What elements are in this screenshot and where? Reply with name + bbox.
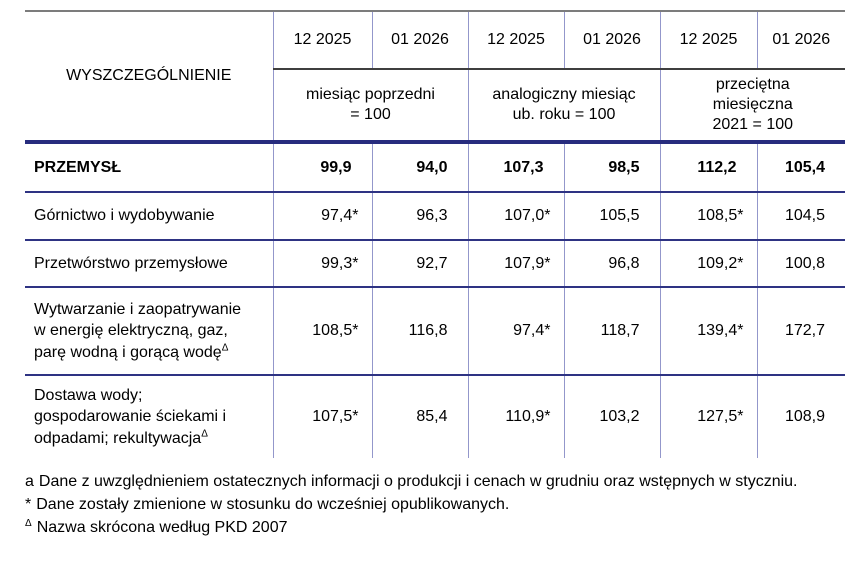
value-cell: 109,2* [659, 240, 757, 288]
value-cell: 104,5 [756, 192, 845, 241]
footnote-delta-marker: Δ [25, 517, 32, 529]
delta-footnote-marker: Δ [221, 342, 229, 354]
value-cell: 112,2 [659, 142, 757, 193]
month-header: 01 2026 [371, 11, 468, 70]
table-header: WYSZCZEGÓLNIENIE 12 2025 01 2026 12 2025… [25, 11, 845, 144]
footnote-delta-text: Nazwa skrócona według PKD 2007 [36, 519, 288, 536]
month-header: 12 2025 [659, 11, 757, 70]
group-header-monthly-average-2021: przeciętna miesięczna 2021 = 100 [659, 69, 845, 144]
index-base-header-row: miesiąc poprzedni = 100 analogiczny mies… [25, 69, 845, 144]
value-cell: 96,3 [371, 192, 468, 241]
value-cell: 85,4 [371, 375, 468, 458]
row-label: Wytwarzanie i zaopatrywanie w energię el… [25, 287, 273, 376]
value-cell: 139,4* [659, 287, 757, 376]
group-header-previous-month: miesiąc poprzedni = 100 [272, 69, 468, 144]
footnote-asterisk: * Dane zostały zmienione w stosunku do wc… [25, 494, 845, 515]
table-row: Przetwórstwo przemysłowe 99,3* 92,7 107,9* 9… [25, 240, 845, 288]
value-cell: 97,4* [272, 192, 372, 241]
footnote-a: a Dane z uwzględnieniem ostatecznych info… [25, 471, 845, 492]
row-label: PRZEMYSŁ [25, 142, 273, 193]
value-cell: 94,0 [371, 142, 468, 193]
footnotes: a Dane z uwzględnieniem ostatecznych info… [25, 471, 845, 538]
value-cell: 107,0* [467, 192, 564, 241]
month-header: 01 2026 [756, 11, 845, 70]
footnote-asterisk-text: Dane zostały zmienione w stosunku do wcz… [36, 496, 510, 513]
value-cell: 108,5* [659, 192, 757, 241]
industry-indices-table: WYSZCZEGÓLNIENIE 12 2025 01 2026 12 2025… [25, 10, 845, 458]
value-cell: 100,8 [756, 240, 845, 288]
value-cell: 107,9* [467, 240, 564, 288]
value-cell: 98,5 [563, 142, 660, 193]
value-cell: 99,3* [272, 240, 372, 288]
value-cell: 172,7 [756, 287, 845, 376]
month-header: 12 2025 [272, 11, 372, 70]
month-header: 01 2026 [563, 11, 660, 70]
value-cell: 108,5* [272, 287, 372, 376]
row-label: Dostawa wody; gospodarowanie ściekami i … [34, 387, 227, 447]
footnote-a-marker: a [25, 473, 34, 490]
value-cell: 108,9 [756, 375, 845, 458]
value-cell: 96,8 [563, 240, 660, 288]
group-header-same-month-prev-year: analogiczny miesiąc ub. roku = 100 [467, 69, 660, 144]
footnote-asterisk-marker: * [25, 496, 32, 513]
months-header-row: WYSZCZEGÓLNIENIE 12 2025 01 2026 12 2025… [25, 11, 845, 144]
value-cell: 97,4* [467, 287, 564, 376]
value-cell: 105,4 [756, 142, 845, 193]
delta-footnote-marker: Δ [201, 428, 208, 440]
table-row: Górnictwo i wydobywanie 97,4* 96,3 107,0* 10… [25, 192, 845, 241]
table-row: Dostawa wody; gospodarowanie ściekami i … [25, 375, 845, 458]
value-cell: 99,9 [272, 142, 372, 193]
value-cell: 92,7 [371, 240, 468, 288]
value-cell: 107,5* [272, 375, 372, 458]
value-cell: 127,5* [659, 375, 757, 458]
footnote-delta: Δ Nazwa skrócona według PKD 2007 [25, 517, 845, 538]
value-cell: 116,8 [371, 287, 468, 376]
stub-header: WYSZCZEGÓLNIENIE [25, 11, 274, 144]
row-label: Górnictwo i wydobywanie [25, 192, 273, 241]
footnote-a-text: Dane z uwzględnieniem ostatecznych infor… [38, 473, 798, 490]
table-row: PRZEMYSŁ 99,9 94,0 107,3 98,5 112,2 105,4 [25, 142, 845, 193]
table-row: Wytwarzanie i zaopatrywanie w energię el… [25, 287, 845, 376]
value-cell: 110,9* [467, 375, 564, 458]
value-cell: 105,5 [563, 192, 660, 241]
row-label: Przetwórstwo przemysłowe [25, 240, 273, 288]
value-cell: 118,7 [563, 287, 660, 376]
value-cell: 103,2 [563, 375, 660, 458]
month-header: 12 2025 [467, 11, 564, 70]
table-body: PRZEMYSŁ 99,9 94,0 107,3 98,5 112,2 105,4 Górni… [25, 142, 845, 458]
value-cell: 107,3 [467, 142, 564, 193]
